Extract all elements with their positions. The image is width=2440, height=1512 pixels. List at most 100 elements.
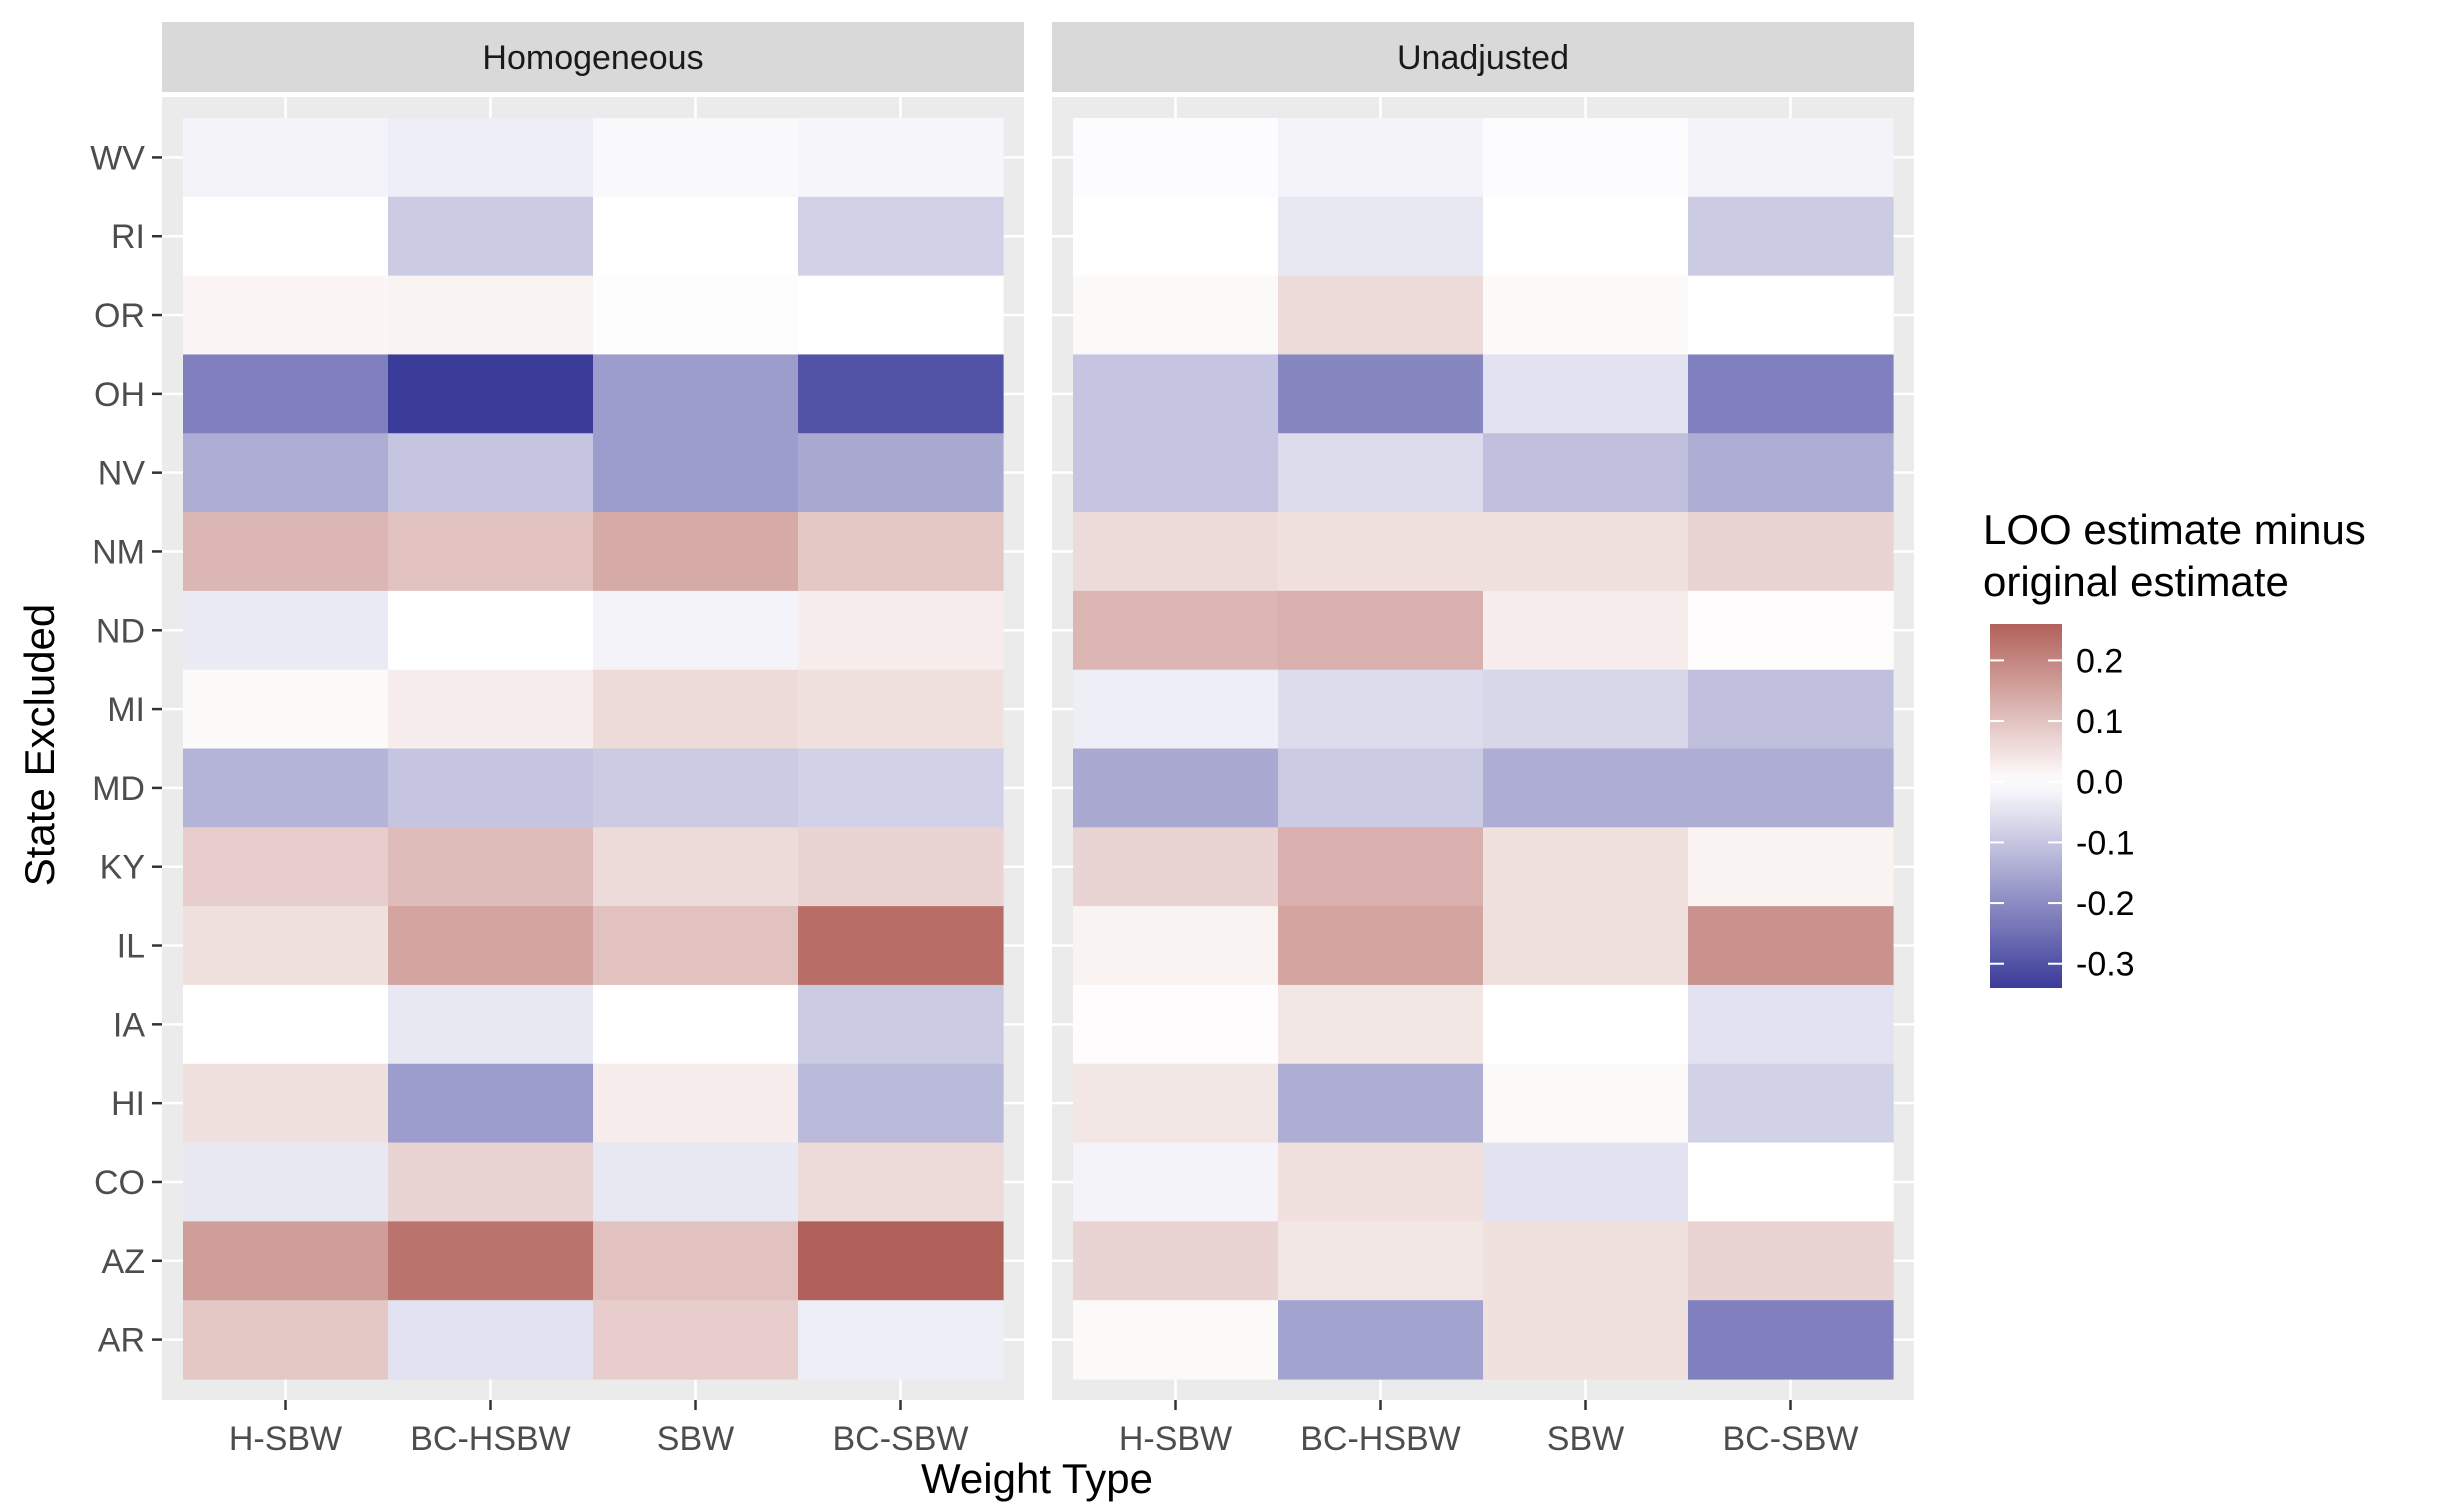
heatmap-tile-IL-H-SBW: [183, 906, 389, 986]
x-tick-label: BC-HSBW: [410, 1420, 571, 1458]
facet-strips: Homogeneous Unadjusted: [162, 22, 1914, 92]
heatmap-tile-KY-BC-SBW: [798, 827, 1004, 907]
heatmap-tile-MD-BC-SBW: [1688, 748, 1894, 828]
y-tick-label: IL: [117, 928, 145, 966]
heatmap-tile-ND-BC-HSBW: [388, 590, 594, 671]
legend-label: -0.1: [2076, 824, 2135, 862]
heatmap-tile-AR-SBW: [1483, 1300, 1689, 1380]
heatmap-tile-AZ-BC-SBW: [1688, 1221, 1894, 1301]
facet-title-0: Homogeneous: [482, 39, 703, 77]
heatmap-tile-IL-BC-SBW: [798, 906, 1004, 986]
heatmap-tile-OH-H-SBW: [183, 354, 389, 434]
heatmap-tile-OH-BC-SBW: [798, 354, 1004, 434]
heatmap-tile-HI-SBW: [593, 1063, 799, 1144]
heatmap-tile-IA-BC-SBW: [1688, 984, 1894, 1065]
x-tick-label: SBW: [1547, 1420, 1624, 1458]
heatmap-tile-IL-BC-HSBW: [388, 906, 594, 986]
heatmap-tile-OR-SBW: [593, 275, 799, 356]
heatmap-tile-ND-SBW: [1483, 590, 1689, 671]
heatmap-tile-KY-BC-HSBW: [1278, 827, 1484, 907]
heatmap-tile-MD-BC-HSBW: [388, 748, 594, 828]
heatmap-tile-MD-SBW: [593, 748, 799, 828]
heatmap-tile-HI-H-SBW: [183, 1063, 389, 1144]
heatmap-tile-NV-H-SBW: [1073, 433, 1279, 513]
heatmap-tile-CO-H-SBW: [183, 1142, 389, 1222]
x-axis: H-SBW BC-HSBW SBW BC-SBW H-SBW BC-HSBW SBW BC-S…: [229, 1400, 1859, 1458]
heatmap-tile-AZ-SBW: [1483, 1221, 1689, 1301]
heatmap-tile-OR-H-SBW: [183, 275, 389, 356]
heatmap-tile-WV-H-SBW: [1073, 118, 1279, 198]
heatmap-tile-CO-BC-HSBW: [388, 1142, 594, 1222]
heatmap-tile-NV-BC-SBW: [798, 433, 1004, 513]
heatmap-tile-CO-BC-SBW: [798, 1142, 1004, 1222]
legend-label: 0.2: [2076, 642, 2123, 680]
heatmap-tile-AR-BC-HSBW: [388, 1300, 594, 1380]
heatmap-tile-RI-BC-SBW: [1688, 196, 1894, 277]
y-tick-label: OR: [94, 297, 145, 335]
y-tick-label: KY: [100, 849, 145, 887]
heatmap-tile-NV-SBW: [1483, 433, 1689, 513]
y-tick-label: NV: [98, 455, 146, 493]
heatmap-tile-ND-BC-SBW: [798, 590, 1004, 671]
heatmap-tile-NV-BC-HSBW: [1278, 433, 1484, 513]
heatmap-tile-MI-SBW: [593, 669, 799, 750]
heatmap-tile-NV-BC-SBW: [1688, 433, 1894, 513]
x-tick-label: BC-SBW: [833, 1420, 969, 1458]
x-tick-label: H-SBW: [1119, 1420, 1232, 1458]
heatmap-tile-IL-SBW: [1483, 906, 1689, 986]
heatmap-tile-OH-SBW: [593, 354, 799, 434]
heatmap-tile-OR-BC-HSBW: [388, 275, 594, 356]
x-tick-label: SBW: [657, 1420, 734, 1458]
heatmap-tile-CO-H-SBW: [1073, 1142, 1279, 1222]
heatmap-tile-IA-SBW: [1483, 984, 1689, 1065]
y-tick-label: IA: [113, 1006, 145, 1044]
heatmap-tile-NM-BC-HSBW: [388, 512, 594, 592]
heatmap-tile-AR-BC-SBW: [1688, 1300, 1894, 1380]
heatmap-tile-IL-BC-SBW: [1688, 906, 1894, 986]
heatmap-tile-AZ-H-SBW: [1073, 1221, 1279, 1301]
heatmap-tile-RI-SBW: [593, 196, 799, 277]
heatmap-tile-WV-BC-SBW: [1688, 118, 1894, 198]
heatmap-tile-KY-BC-SBW: [1688, 827, 1894, 907]
heatmap-tile-NV-SBW: [593, 433, 799, 513]
heatmap-tile-RI-H-SBW: [1073, 196, 1279, 277]
y-tick-label: AR: [98, 1322, 145, 1360]
heatmap-tile-WV-BC-HSBW: [388, 118, 594, 198]
heatmap-tile-CO-BC-HSBW: [1278, 1142, 1484, 1222]
heatmap-tile-ND-SBW: [593, 590, 799, 671]
heatmap-tile-HI-SBW: [1483, 1063, 1689, 1144]
heatmap-tile-RI-SBW: [1483, 196, 1689, 277]
heatmap-tile-AZ-BC-HSBW: [1278, 1221, 1484, 1301]
y-tick-label: MI: [107, 691, 145, 729]
heatmap-tile-MI-SBW: [1483, 669, 1689, 750]
heatmap-tile-MI-BC-SBW: [798, 669, 1004, 750]
heatmap-tile-OH-BC-SBW: [1688, 354, 1894, 434]
heatmap-tile-AR-SBW: [593, 1300, 799, 1380]
legend-title-line: original estimate: [1983, 558, 2289, 605]
legend-title-line: LOO estimate minus: [1983, 506, 2366, 553]
heatmap-tile-MD-BC-SBW: [798, 748, 1004, 828]
y-tick-label: CO: [94, 1164, 145, 1202]
heatmap-tile-AR-BC-HSBW: [1278, 1300, 1484, 1380]
heatmap-tile-RI-H-SBW: [183, 196, 389, 277]
heatmap-tile-OR-SBW: [1483, 275, 1689, 356]
y-tick-label: AZ: [102, 1243, 145, 1281]
heatmap-tile-HI-BC-HSBW: [388, 1063, 594, 1144]
heatmap-tile-MI-H-SBW: [1073, 669, 1279, 750]
heatmap-tile-AR-BC-SBW: [798, 1300, 1004, 1380]
x-tick-label: H-SBW: [229, 1420, 342, 1458]
legend-label: -0.3: [2076, 946, 2135, 984]
facet-panel-0: [162, 97, 1024, 1400]
heatmap-tile-HI-BC-SBW: [1688, 1063, 1894, 1144]
heatmap-tile-KY-H-SBW: [1073, 827, 1279, 907]
heatmap-tile-WV-BC-HSBW: [1278, 118, 1484, 198]
heatmap-tile-OR-H-SBW: [1073, 275, 1279, 356]
legend-colorbar: [1990, 624, 2062, 988]
y-tick-label: OH: [94, 376, 145, 414]
heatmap-tile-RI-BC-HSBW: [1278, 196, 1484, 277]
y-tick-label: MD: [92, 770, 145, 808]
heatmap-tile-CO-SBW: [593, 1142, 799, 1222]
heatmap-tile-NM-SBW: [1483, 512, 1689, 592]
heatmap-tile-ND-BC-HSBW: [1278, 590, 1484, 671]
heatmap-tile-IA-BC-HSBW: [1278, 984, 1484, 1065]
